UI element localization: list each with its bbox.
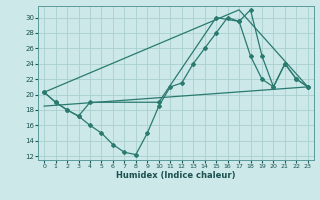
X-axis label: Humidex (Indice chaleur): Humidex (Indice chaleur) bbox=[116, 171, 236, 180]
